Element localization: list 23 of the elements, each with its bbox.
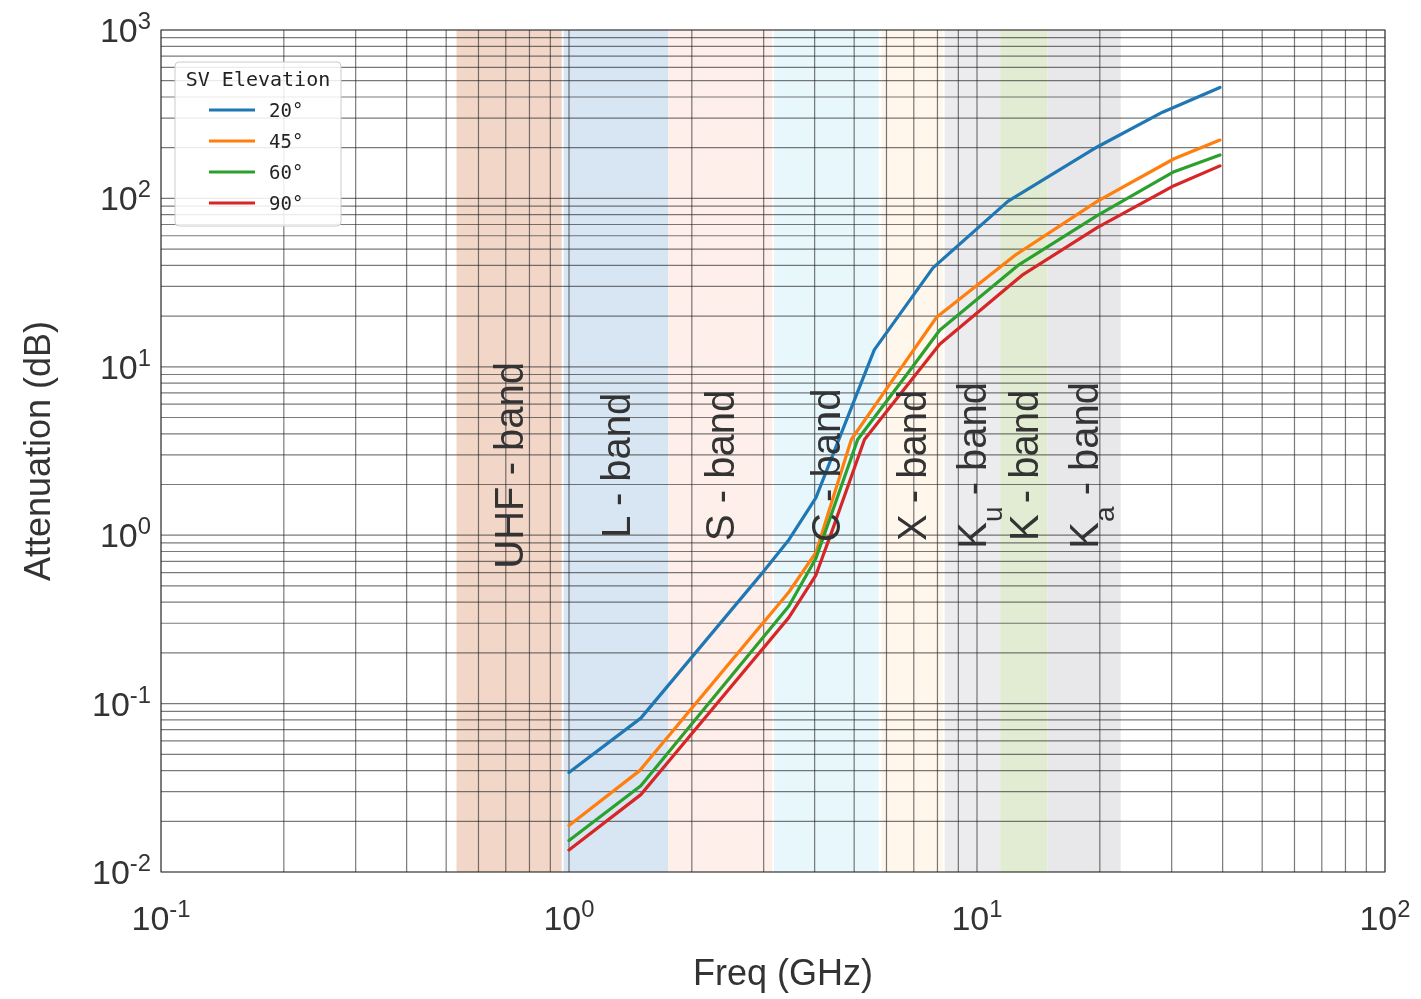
legend-label: 90°: [269, 192, 304, 214]
x-tick-label: 10$^{-1}$: [131, 894, 191, 937]
band-label: UHF - band: [487, 361, 532, 569]
y-tick-label: 10$^{-1}$: [92, 680, 151, 723]
band-label: L - band: [593, 392, 638, 538]
x-tick-label: 10$^{2}$: [1359, 894, 1411, 937]
band-label: C - band: [804, 388, 849, 543]
legend-label: 20°: [269, 99, 304, 121]
band-label: S - band: [698, 389, 743, 541]
band-label: K - band: [1001, 389, 1046, 541]
y-axis-title: Attenuation (dB): [17, 320, 58, 582]
x-tick-label: 10$^{1}$: [951, 894, 1003, 937]
y-tick-label: 10$^{0}$: [99, 511, 151, 555]
y-tick-label: 10$^{2}$: [99, 174, 151, 218]
y-tick-label: 10$^{1}$: [99, 343, 151, 386]
band-label: X - band: [890, 389, 935, 541]
legend-label: 60°: [269, 161, 304, 183]
x-tick-label: 10$^{0}$: [543, 894, 595, 937]
y-tick-label: 10$^{-2}$: [92, 848, 151, 891]
legend-label: 45°: [269, 130, 304, 152]
y-tick-label: 10$^{3}$: [99, 6, 151, 49]
legend-title: SV Elevation: [185, 67, 331, 91]
x-axis-title: Freq (GHz): [693, 952, 873, 993]
